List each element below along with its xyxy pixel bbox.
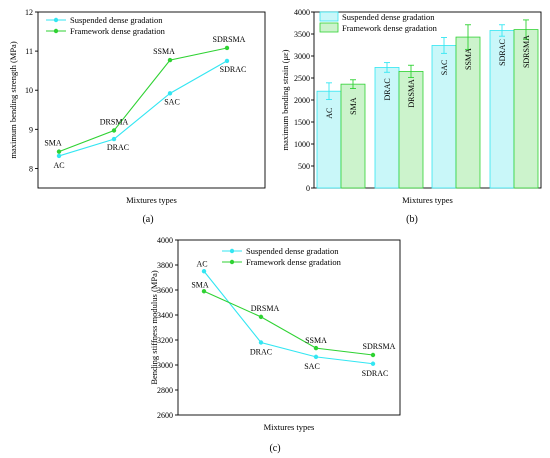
point-label: SMA (191, 280, 209, 289)
y-tick-label: 0 (306, 184, 310, 193)
bar (398, 71, 424, 189)
series-line (203, 270, 374, 365)
y-tick-label: 3500 (294, 30, 310, 39)
legend-swatch (319, 11, 339, 22)
legend-label: Framework dense gradation (342, 23, 438, 33)
data-point (56, 153, 62, 159)
panel-label: (a) (142, 214, 153, 225)
bar-label: DRAC (383, 78, 392, 100)
bar-label: SDRSMA (522, 35, 531, 68)
legend-label: Framework dense gradation (246, 257, 342, 267)
point-label: SAC (304, 362, 320, 371)
point-label: SDRAC (220, 65, 247, 74)
legend-marker (229, 259, 235, 265)
point-label: SDRSMA (363, 342, 396, 351)
y-tick-label: 11 (25, 47, 33, 56)
y-tick-label: 1000 (294, 140, 310, 149)
legend-marker (53, 28, 59, 34)
x-axis-label: Mixtures types (264, 422, 315, 432)
y-tick-label: 3200 (157, 336, 173, 345)
point-label: SDRSMA (213, 35, 246, 44)
data-point (111, 128, 117, 133)
legend-swatch (319, 22, 339, 33)
point-label: DRSMA (251, 304, 280, 313)
point-label: AC (196, 259, 207, 268)
bar-label: SAC (440, 60, 449, 76)
plot-frame (177, 239, 401, 416)
y-axis-label: maximum bending strain (με) (280, 49, 290, 150)
bar (513, 29, 539, 189)
y-tick-label: 1500 (294, 118, 310, 127)
legend-label: Suspended dense gradation (246, 246, 339, 256)
point-label: SMA (44, 139, 62, 148)
y-tick-label: 4000 (157, 236, 173, 245)
panel-label: (c) (269, 443, 280, 454)
y-tick-label: 9 (29, 125, 33, 134)
data-point (313, 345, 319, 351)
legend-label: Suspended dense gradation (342, 12, 435, 22)
y-tick-label: 2000 (294, 96, 310, 105)
bar-label: SMA (349, 97, 358, 115)
data-point (111, 136, 117, 142)
x-axis-label: Mixtures types (126, 195, 177, 205)
series-line (203, 290, 374, 356)
data-point (167, 91, 173, 96)
y-tick-label: 3600 (157, 286, 173, 295)
series-line (58, 47, 228, 153)
data-point (201, 269, 207, 274)
point-label: SAC (164, 97, 180, 106)
y-axis-label: Bending stiffness modulus (MPa) (149, 270, 159, 385)
data-point (167, 57, 173, 63)
y-tick-label: 12 (25, 8, 33, 17)
x-axis-label: Mixtures types (402, 195, 453, 205)
bar (340, 83, 366, 189)
data-point (370, 352, 376, 358)
data-point (56, 149, 62, 154)
point-label: SSMA (153, 47, 175, 56)
legend-label: Framework dense gradation (70, 26, 166, 36)
data-point (224, 45, 230, 51)
bar-label: SSMA (464, 48, 473, 70)
data-point (201, 289, 207, 294)
data-point (258, 340, 264, 345)
bar (316, 90, 342, 189)
point-label: DRSMA (100, 118, 129, 127)
y-tick-label: 3000 (294, 52, 310, 61)
bar-label: AC (325, 108, 334, 119)
y-tick-label: 8 (29, 164, 33, 173)
point-label: DRAC (107, 143, 129, 152)
legend-marker (53, 17, 59, 23)
legend-marker (229, 248, 235, 254)
point-label: SDRAC (362, 369, 389, 378)
legend-label: Suspended dense gradation (70, 15, 163, 25)
y-tick-label: 2500 (294, 74, 310, 83)
data-point (224, 58, 230, 64)
point-label: SSMA (305, 336, 327, 345)
point-label: DRAC (250, 348, 272, 357)
y-axis-label: maximum bending strength (MPa) (8, 41, 18, 159)
y-tick-label: 2800 (157, 386, 173, 395)
y-tick-label: 3400 (157, 311, 173, 320)
point-label: AC (53, 161, 64, 170)
y-tick-label: 4000 (294, 8, 310, 17)
y-tick-label: 3800 (157, 261, 173, 270)
y-tick-label: 500 (298, 162, 310, 171)
data-point (258, 314, 264, 320)
y-tick-label: 2600 (157, 411, 173, 420)
y-tick-label: 3000 (157, 361, 173, 370)
data-point (370, 361, 376, 366)
panel-label: (b) (406, 214, 418, 225)
plot-frame (37, 11, 266, 189)
bar-label: SDRAC (498, 39, 507, 66)
y-tick-label: 10 (25, 86, 33, 95)
data-point (313, 354, 319, 360)
bar-label: DRSMA (407, 79, 416, 108)
series-line (58, 60, 228, 157)
